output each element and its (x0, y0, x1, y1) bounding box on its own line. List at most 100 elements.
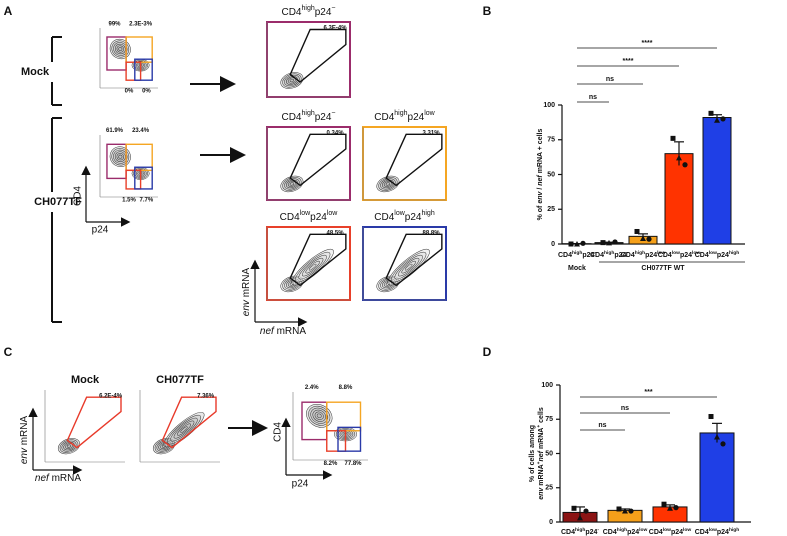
rich-label: % of cells among (529, 425, 536, 482)
label-part: p24 (645, 252, 657, 259)
gate (289, 28, 347, 83)
label-part: high (575, 527, 585, 533)
label-part: CD4 (695, 252, 709, 259)
cell-population (180, 426, 188, 433)
label-part: high (635, 250, 645, 256)
label-part: p24 (405, 212, 422, 223)
label: ns (598, 422, 606, 429)
cell-population (387, 248, 430, 286)
gate (289, 133, 347, 187)
label-part: mRNA + cells (537, 129, 544, 176)
label: *** (644, 389, 652, 396)
data-point (670, 135, 676, 141)
label: 0% (125, 89, 134, 95)
cell-population (404, 263, 413, 271)
label-part: nef (537, 175, 544, 186)
label: CH077TF (156, 374, 204, 386)
label-part: cells (538, 407, 545, 425)
data-point (622, 508, 628, 514)
label-part: nef (35, 473, 50, 484)
label-part: high (421, 210, 434, 217)
label-part: CD4 (695, 529, 709, 536)
label-part: p24 (315, 7, 332, 18)
label: Mock (568, 265, 586, 272)
label-part: low (709, 250, 717, 256)
data-point (667, 505, 673, 511)
label: 100 (541, 382, 553, 389)
label: 7.36% (197, 393, 215, 399)
label: 61.9% (106, 128, 124, 134)
cell-population (316, 413, 322, 418)
label: 100 (543, 102, 555, 109)
rich-label: env mRNA (241, 268, 252, 317)
data-point (646, 236, 652, 242)
rich-label: CD4highp24- (590, 250, 628, 259)
label-part: low (683, 527, 691, 533)
label-part: p24 (585, 529, 597, 536)
label-part: + (537, 461, 542, 464)
data-point (676, 154, 682, 161)
data-point (580, 240, 586, 246)
data-point (606, 239, 612, 246)
label: CD4 (73, 186, 84, 206)
label: ns (589, 94, 597, 101)
cell-population (289, 78, 295, 83)
label: 75 (545, 416, 553, 423)
rich-label: env mRNA (19, 416, 30, 465)
label: Mock (71, 374, 100, 386)
data-point (720, 116, 726, 122)
data-point (708, 414, 714, 420)
label-part: p24 (627, 529, 639, 536)
bar (702, 117, 732, 245)
label: 6.3E-4% (324, 26, 348, 32)
label-part: env (538, 487, 545, 500)
data-point (708, 110, 714, 116)
label: 8.2% (324, 461, 338, 467)
rich-label: CD4highp24- (558, 250, 596, 259)
label: 25 (545, 485, 553, 492)
flow-plot (100, 28, 158, 88)
rich-label: CD4highp24− (281, 110, 335, 122)
label: 50 (545, 450, 553, 457)
label-part: % of cells among (529, 425, 536, 482)
data-point (568, 241, 574, 247)
rich-label: CD4lowp24high (695, 527, 740, 536)
rich-label: % of env / nef mRNA + cells (537, 129, 544, 221)
label: p24 (92, 225, 109, 236)
rich-label: CD4highp24− (281, 5, 335, 17)
cell-population (111, 40, 130, 58)
label-part: env (19, 447, 30, 464)
label: **** (642, 40, 653, 47)
label-part: CD4 (280, 212, 300, 223)
label-part: p24 (680, 252, 692, 259)
label-part: - (597, 528, 599, 533)
cell-population (289, 182, 295, 186)
label-part: CD4 (281, 7, 301, 18)
label: 75 (547, 137, 555, 144)
label-part: mRNA (49, 473, 82, 484)
cell-population (111, 148, 130, 166)
rich-label: CD4lowp24high (695, 250, 740, 259)
label: ns (621, 405, 629, 412)
cell-population (291, 248, 334, 286)
rich-label: CD4lowp24low (649, 527, 692, 536)
cell-population (118, 154, 123, 159)
label-part: nef (538, 450, 545, 461)
label: 0 (551, 241, 555, 248)
data-point (612, 239, 618, 245)
cell-population (118, 47, 123, 51)
gate (385, 233, 443, 287)
label-part: - (594, 251, 596, 256)
label-part: high (729, 527, 739, 533)
label-part: high (729, 250, 739, 256)
label-part: CD4 (590, 252, 604, 259)
cell-population (397, 257, 420, 277)
cell-population (394, 254, 423, 280)
label-part: p24 (671, 529, 683, 536)
label: 3.31% (423, 130, 441, 136)
cell-population (161, 444, 167, 448)
gate (134, 166, 153, 190)
label: 77.8% (344, 461, 362, 467)
rich-label: CD4lowp24low (658, 250, 701, 259)
